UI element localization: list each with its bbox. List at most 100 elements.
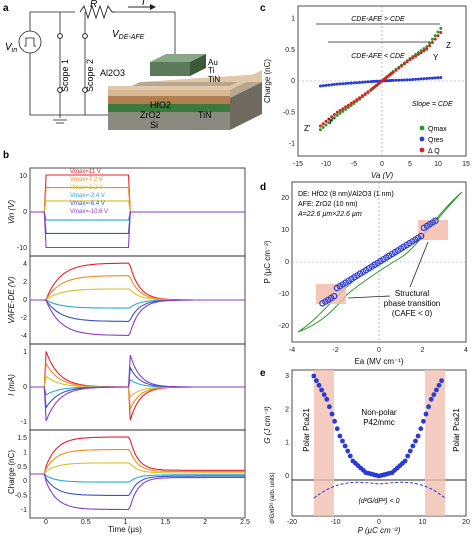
- b-legend-entry-5: Vmax=-6.4 V: [70, 201, 105, 207]
- e-curve-point: [423, 411, 429, 417]
- e-curve-point: [342, 443, 348, 449]
- hfo2-layer: [108, 90, 230, 96]
- d-data-point: [330, 293, 338, 300]
- c-xtick: 15: [462, 161, 470, 168]
- c-point-qres: [391, 78, 395, 82]
- c-point-qres: [318, 84, 322, 88]
- c-point-δq: [408, 58, 412, 62]
- e-plot-frame-bottom: [291, 479, 467, 517]
- c-point-qres: [428, 76, 432, 80]
- c-xtick: -15: [293, 161, 303, 168]
- c-point-qres: [338, 82, 342, 86]
- b-xtick: 0.5: [81, 519, 91, 526]
- c-point-δq: [414, 54, 418, 58]
- c-point-qres: [416, 77, 420, 81]
- e-xtick: 10: [419, 519, 427, 526]
- b-subplot-frame-4: [29, 429, 246, 519]
- r-label: R: [90, 0, 97, 10]
- b-sub3-ytick: 1: [23, 349, 27, 356]
- b-xtick: 2.5: [240, 519, 250, 526]
- c-point-qres: [341, 82, 345, 86]
- e-ytick: 3: [285, 373, 289, 380]
- b-sub4-ytick: 0: [23, 478, 27, 485]
- c-point-qmax: [422, 47, 426, 51]
- d-y-ticks: 20 10 0 -10 -20: [279, 195, 289, 330]
- b-trace-4-5: [30, 473, 245, 496]
- d-annotation-2: phase transition: [384, 299, 440, 308]
- d-info-3: A=22.6 µm×22.6 µm: [297, 211, 362, 218]
- panel-a: a R I Vin Scope 1 Scope 2 VDE-AFE: [3, 0, 262, 130]
- c-annotation-top: CDE-AFE > CDE: [351, 16, 405, 23]
- b-trace-4-2: [30, 449, 245, 475]
- c-point-qres: [400, 78, 404, 82]
- d-ytick: -20: [279, 323, 289, 330]
- panel-letter-a: a: [3, 3, 9, 14]
- c-point-δq: [349, 101, 353, 105]
- e-curve-point: [327, 404, 332, 410]
- b-sub4-ytick: 1: [23, 449, 27, 456]
- scope1-label: Scope 1: [60, 59, 70, 92]
- c-point-δq: [363, 92, 367, 96]
- c-point-δq: [433, 37, 437, 41]
- b-sub1-ytick: -10: [17, 245, 27, 252]
- c-point-δq: [425, 47, 429, 51]
- d-info-2: AFE: ZrO2 (10 nm): [298, 201, 358, 208]
- e-curve-point: [421, 418, 426, 424]
- d-x-ticks: -4 -2 0 2 4: [289, 347, 468, 354]
- c-point-δq: [411, 56, 415, 60]
- e-curve-point: [324, 396, 330, 402]
- c-point-δq: [360, 94, 364, 98]
- b-trace-2-3: [30, 288, 245, 301]
- b-legend-entry-2: Vmax=7.2 V: [70, 177, 103, 183]
- c-point-z-prime: Z': [304, 124, 311, 133]
- b-sub4-ytick: -0.5: [15, 493, 27, 500]
- wire-bottom: [29, 70, 61, 118]
- e-xtick: -20: [287, 519, 297, 526]
- c-point-qmax: [430, 37, 434, 41]
- source-symbol: [18, 30, 42, 54]
- e-y-ticks: 3 2 1 0: [285, 373, 289, 480]
- c-point-δq: [430, 41, 434, 44]
- e-curve-point: [321, 392, 327, 398]
- b-sub1-ylabel: Vin (V): [7, 200, 16, 225]
- c-point-δq: [335, 110, 339, 114]
- c-point-qres: [414, 77, 418, 81]
- c-annotation-mid: CDE-AFE < CDE: [351, 53, 405, 60]
- c-ytick: 0: [291, 78, 295, 85]
- c-legend-marker-qres: [419, 136, 425, 142]
- c-point-qres: [324, 83, 328, 87]
- c-legend-marker-qmax: [419, 125, 425, 131]
- d-ytick: 10: [281, 227, 289, 234]
- e-curve-point: [407, 448, 413, 454]
- b-trace-4-4: [30, 473, 245, 483]
- b-sub4-ytick: -1: [21, 507, 27, 514]
- e-curve-point: [314, 378, 319, 384]
- e-center-label-1: Non-polar: [361, 408, 396, 417]
- c-point-qres: [436, 76, 440, 80]
- c-xtick: -10: [321, 161, 331, 168]
- c-point-δq: [321, 122, 325, 126]
- e-curve-point: [402, 458, 408, 464]
- b-sub3-ytick: 0: [23, 384, 27, 391]
- electrode-top: [150, 54, 206, 62]
- c-xtick: 0: [380, 161, 384, 168]
- c-point-qres: [335, 82, 339, 86]
- e-center-label-2: P42/nmc: [363, 418, 395, 427]
- c-point-qres: [360, 80, 364, 84]
- layer-al2o3: Al2O3: [100, 68, 125, 78]
- d-ylabel: P (µC cm⁻²): [263, 240, 272, 283]
- b-xtick: 2: [203, 519, 207, 526]
- d-ytick: 20: [281, 195, 289, 202]
- d-xtick: 2: [421, 347, 425, 354]
- layer-hfo2: HfO2: [150, 100, 171, 110]
- layer-zro2: ZrO2: [140, 110, 161, 120]
- b-sub2-ytick: 2: [23, 279, 27, 286]
- b-xtick: 1.5: [161, 519, 171, 526]
- e-curve-point: [334, 426, 340, 432]
- c-point-qres: [411, 78, 415, 81]
- b-legend-entry-4: Vmax=-2.4 V: [70, 193, 105, 199]
- e-energy-curve: [311, 373, 444, 479]
- d-ytick: -10: [279, 291, 289, 298]
